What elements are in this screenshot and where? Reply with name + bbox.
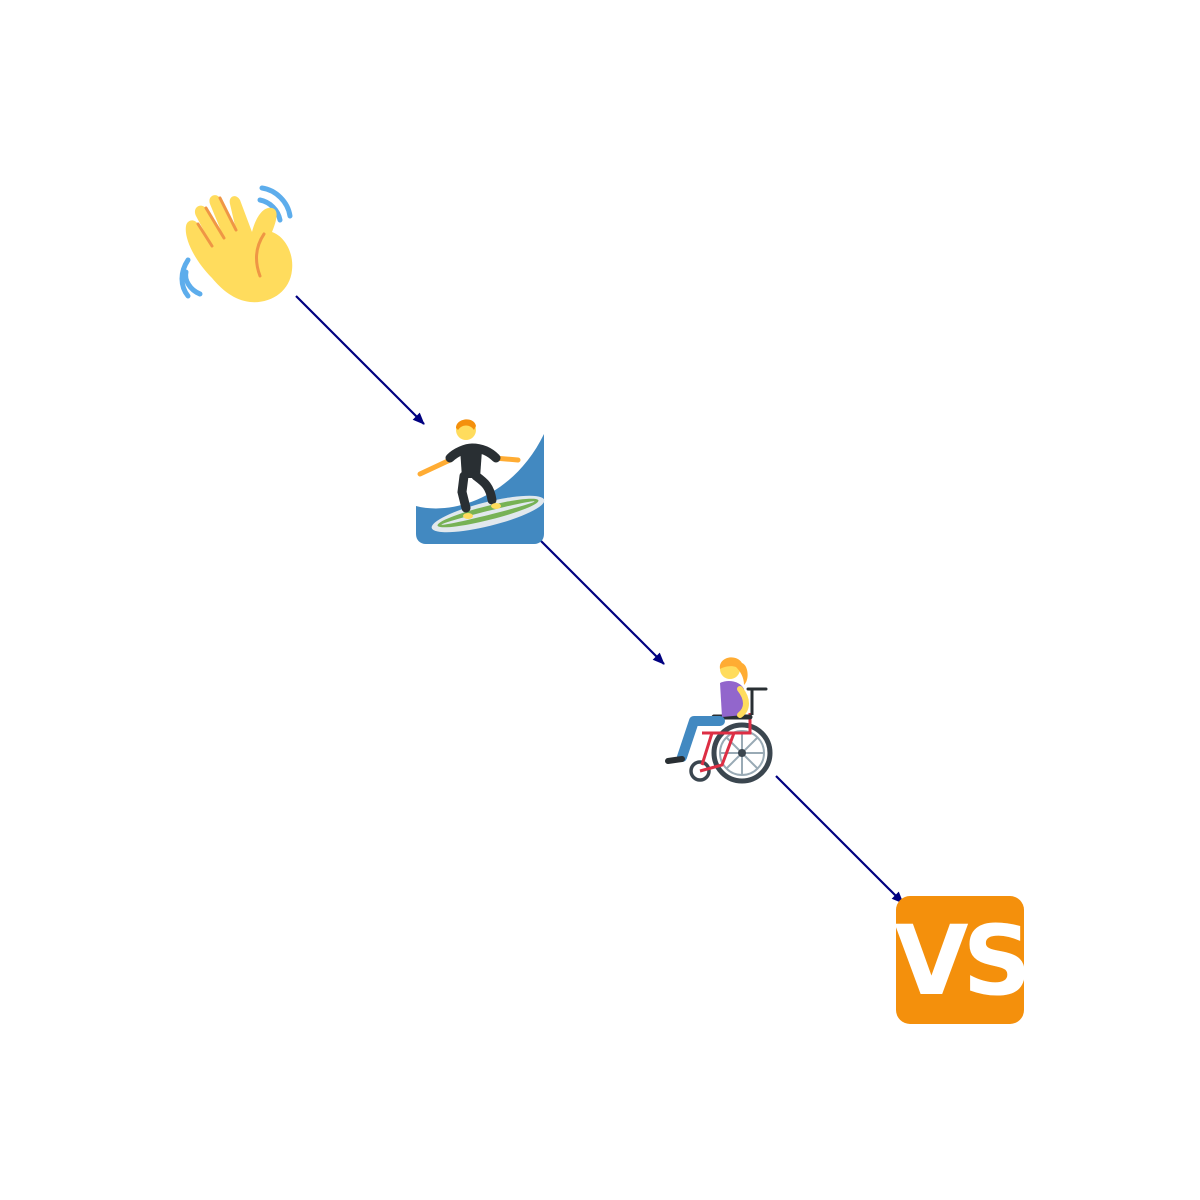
node-woman-in-wheelchair bbox=[660, 655, 776, 785]
vs-label: VS bbox=[896, 905, 1024, 1017]
edge-wheelchair-to-vs bbox=[775, 775, 904, 904]
edge-wave-to-surf bbox=[295, 295, 425, 425]
woman-in-manual-wheelchair-icon bbox=[665, 657, 773, 784]
node-vs-button: VS bbox=[894, 896, 1032, 1024]
edge-surf-to-wheelchair bbox=[539, 539, 665, 665]
waving-hand-icon bbox=[179, 185, 293, 303]
person-surfing-icon bbox=[416, 419, 545, 544]
node-person-surfing bbox=[414, 416, 546, 546]
vs-button-icon: VS bbox=[894, 896, 1032, 1024]
node-waving-hand bbox=[172, 176, 306, 306]
